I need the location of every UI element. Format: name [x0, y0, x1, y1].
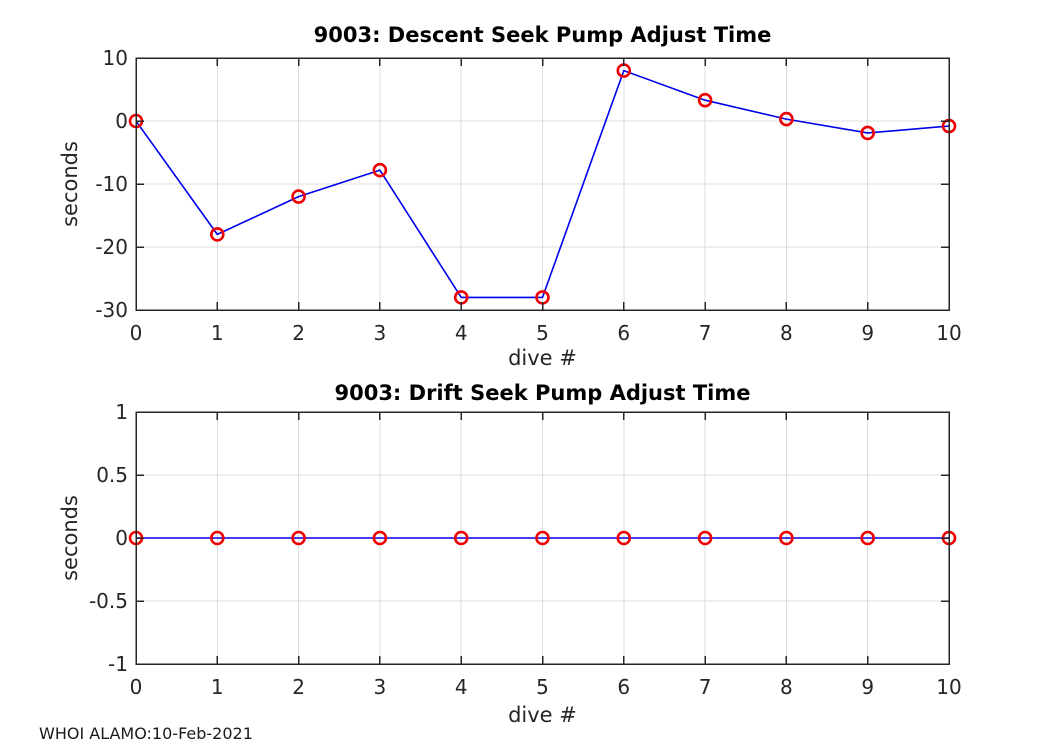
data-point-marker: [372, 530, 388, 546]
drift-pump-adjust-chart: 0 1 2 3 4 5 6 7 8 9 10 -1 -0.5 0 0.5 1 9003: Drift Seek …: [58, 381, 962, 727]
x-tick-label: 0: [130, 321, 143, 345]
y-tick-label: 0: [115, 109, 128, 133]
y-tick-label: -1: [108, 652, 128, 676]
data-point-marker: [453, 530, 469, 546]
y-tick-label: -10: [95, 172, 128, 196]
data-point-marker: [535, 530, 550, 546]
x-tick-label: 9: [861, 321, 874, 345]
data-point-marker: [697, 92, 713, 108]
chart-title: 9003: Drift Seek Pump Adjust Time: [334, 381, 750, 405]
data-point-marker: [779, 111, 794, 127]
y-tick-label: -20: [95, 235, 128, 259]
x-tick-label: 8: [780, 321, 793, 345]
data-point-marker: [860, 125, 876, 141]
x-tick-label: 3: [374, 321, 387, 345]
x-tick-label: 1: [211, 321, 224, 345]
x-axis-label: dive #: [508, 703, 577, 727]
y-tick-label: -30: [95, 298, 128, 322]
data-point-marker: [210, 227, 225, 242]
data-point-marker: [616, 530, 632, 546]
x-tick-label: 10: [936, 675, 961, 699]
y-tick-label: 10: [103, 46, 128, 70]
data-point-marker: [210, 530, 225, 546]
x-tick-label: 4: [455, 675, 468, 699]
x-tick-label: 2: [292, 321, 305, 345]
data-point-marker: [291, 189, 306, 204]
x-tick-label: 2: [292, 675, 305, 699]
x-tick-label: 4: [455, 321, 468, 345]
x-tick-label: 6: [617, 675, 630, 699]
y-tick-label: 1: [115, 400, 128, 424]
data-point-marker: [372, 162, 388, 178]
y-tick-label: 0: [115, 526, 128, 550]
chart-title: 9003: Descent Seek Pump Adjust Time: [314, 23, 772, 47]
x-tick-label: 5: [536, 675, 549, 699]
data-point-marker: [860, 530, 876, 546]
x-tick-label: 10: [936, 321, 961, 345]
x-tick-label: 7: [699, 321, 712, 345]
y-tick-label: 0.5: [96, 463, 128, 487]
y-axis-label: seconds: [58, 495, 82, 581]
x-tick-label: 7: [699, 675, 712, 699]
x-tick-label: 3: [374, 675, 387, 699]
data-point-marker: [779, 530, 794, 546]
watermark-text: WHOI ALAMO:10-Feb-2021: [39, 724, 253, 743]
data-point-marker: [291, 530, 306, 546]
y-axis-label: seconds: [58, 141, 82, 227]
x-tick-label: 0: [130, 675, 143, 699]
x-tick-label: 8: [780, 675, 793, 699]
series-line: [135, 69, 950, 299]
x-tick-label: 5: [536, 321, 549, 345]
x-tick-label: 6: [617, 321, 630, 345]
data-point-marker: [697, 530, 713, 546]
y-tick-label: -0.5: [89, 589, 128, 613]
x-axis-label: dive #: [508, 346, 577, 370]
x-tick-label: 1: [211, 675, 224, 699]
x-tick-label: 9: [861, 675, 874, 699]
descent-pump-adjust-chart: 0 1 2 3 4 5 6 7 8 9 10 -30 -20 -10 0 10 9003: Descent Se…: [58, 23, 962, 370]
